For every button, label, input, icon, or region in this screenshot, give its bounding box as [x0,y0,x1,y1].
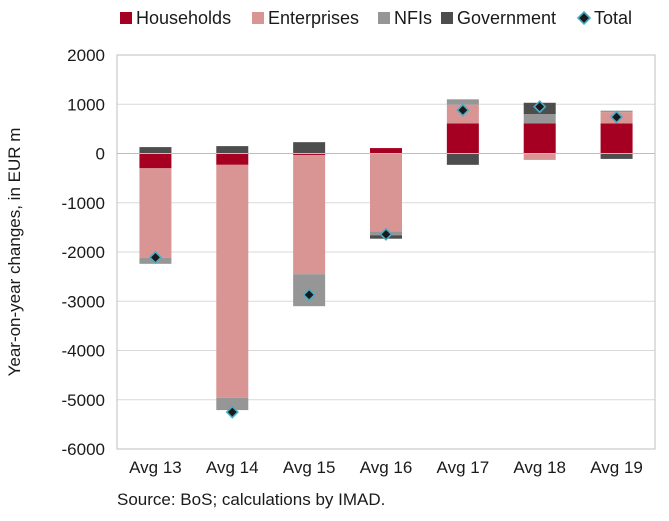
bar-nfis [216,397,249,411]
bar-nfis [446,99,479,105]
y-tick-label: -1000 [62,194,105,213]
x-tick-label: Avg 16 [360,458,413,477]
bar-enterprises [216,164,249,398]
x-tick-label: Avg 19 [590,458,643,477]
y-tick-label: 0 [96,145,105,164]
bar-households [216,153,249,165]
plot-area [116,54,656,450]
legend-swatch-households [120,12,132,24]
total-marker [609,110,624,124]
y-tick-label: 2000 [67,46,105,65]
y-tick-label: -5000 [62,391,105,410]
bar-government [216,146,249,154]
bar-enterprises [139,168,172,258]
bar-nfis [523,114,556,124]
total-marker [533,100,547,114]
legend-label-enterprises: Enterprises [268,8,359,28]
total-marker [302,288,316,302]
bar-enterprises [370,153,402,232]
bar-households [139,153,172,169]
legend-swatch-nfis [378,12,390,24]
bar-government [600,153,633,159]
x-tick-label: Avg 17 [437,458,490,477]
legend-label-government: Government [457,8,556,28]
legend-swatch-total [576,10,592,26]
legend-swatch-enterprises [252,12,264,24]
x-tick-label: Avg 13 [129,458,182,477]
bars [139,99,633,411]
y-tick-label: 1000 [67,95,105,114]
bar-enterprises [293,154,326,275]
legend-label-nfis: NFIs [394,8,432,28]
bar-households [370,148,402,154]
legend-label-total: Total [594,8,632,28]
y-tick-label: -6000 [62,440,105,459]
x-axis-ticks: Avg 13 Avg 14 Avg 15 Avg 16 Avg 17 Avg 18 Avg … [129,458,643,477]
legend-swatch-government [441,12,453,24]
bar-government [139,147,172,154]
total-marker [225,405,239,419]
y-tick-label: -3000 [62,292,105,311]
source-note: Source: BoS; calculations by IMAD. [117,490,386,509]
x-tick-label: Avg 14 [206,458,259,477]
bar-households [600,123,633,154]
bar-government [293,142,326,154]
total-markers [148,100,624,419]
total-marker [456,103,470,117]
legend: Households Enterprises NFIs Government Total [120,8,632,28]
x-tick-label: Avg 18 [513,458,566,477]
total-marker [379,227,393,241]
y-axis-ticks: 2000 1000 0 -1000 -2000 -3000 -4000 -5000 -6000 [62,46,105,459]
bar-government [446,153,479,165]
legend-label-households: Households [136,8,231,28]
bar-households [293,153,326,155]
y-tick-label: -4000 [62,342,105,361]
y-axis-label: Year-on-year changes, in EUR m [5,128,24,377]
y-tick-label: -2000 [62,243,105,262]
x-tick-label: Avg 15 [283,458,336,477]
bar-households [523,123,556,154]
bar-households [446,123,479,154]
bar-enterprises [523,153,556,160]
total-marker [148,250,163,265]
